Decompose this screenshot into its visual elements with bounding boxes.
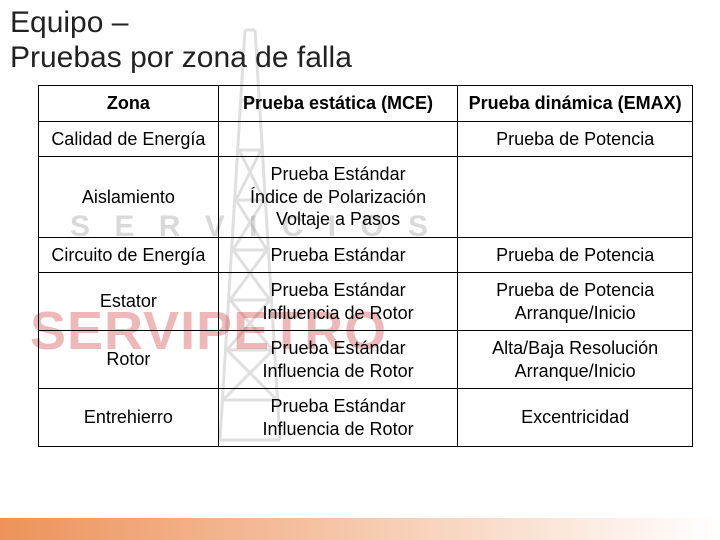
cell-mce bbox=[218, 121, 458, 157]
cell-mce: Prueba EstándarInfluencia de Rotor bbox=[218, 389, 458, 447]
cell-mce: Prueba EstándarÍndice de PolarizaciónVol… bbox=[218, 157, 458, 238]
table-row: EntrehierroPrueba EstándarInfluencia de … bbox=[39, 389, 693, 447]
cell-emax: Excentricidad bbox=[458, 389, 693, 447]
col-header-mce: Prueba estática (MCE) bbox=[218, 86, 458, 122]
cell-emax-line: Prueba de Potencia bbox=[466, 244, 684, 267]
title-line-2: Pruebas por zona de falla bbox=[10, 41, 352, 74]
col-header-zona: Zona bbox=[39, 86, 219, 122]
cell-mce-line: Prueba Estándar bbox=[227, 163, 450, 186]
cell-emax-line: Excentricidad bbox=[466, 406, 684, 429]
table-row: EstatorPrueba EstándarInfluencia de Roto… bbox=[39, 273, 693, 331]
cell-mce-line: Influencia de Rotor bbox=[227, 302, 450, 325]
table-row: Calidad de Energía Prueba de Potencia bbox=[39, 121, 693, 157]
cell-mce: Prueba EstándarInfluencia de Rotor bbox=[218, 331, 458, 389]
cell-mce-line: Prueba Estándar bbox=[227, 279, 450, 302]
cell-zona: Aislamiento bbox=[39, 157, 219, 238]
table-body: Calidad de Energía Prueba de Potencia Aisl… bbox=[39, 121, 693, 447]
cell-mce-line: Prueba Estándar bbox=[227, 244, 450, 267]
table-row: AislamientoPrueba EstándarÍndice de Pola… bbox=[39, 157, 693, 238]
cell-zona: Circuito de Energía bbox=[39, 237, 219, 273]
cell-mce-line: Influencia de Rotor bbox=[227, 418, 450, 441]
table-header-row: Zona Prueba estática (MCE) Prueba dinámi… bbox=[39, 86, 693, 122]
cell-emax bbox=[458, 157, 693, 238]
cell-mce: Prueba EstándarInfluencia de Rotor bbox=[218, 273, 458, 331]
cell-emax-line: Alta/Baja Resolución bbox=[466, 337, 684, 360]
slide-content: Equipo – Pruebas por zona de falla Zona … bbox=[0, 0, 720, 457]
footer-stripe bbox=[0, 518, 720, 540]
table-row: Circuito de Energía Prueba Estándar Prueba… bbox=[39, 237, 693, 273]
cell-zona: Rotor bbox=[39, 331, 219, 389]
cell-mce-line: Voltaje a Pasos bbox=[227, 208, 450, 231]
title-line-1: Equipo – bbox=[10, 6, 128, 39]
cell-zona: Estator bbox=[39, 273, 219, 331]
col-header-emax: Prueba dinámica (EMAX) bbox=[458, 86, 693, 122]
cell-mce-line: Prueba Estándar bbox=[227, 337, 450, 360]
cell-emax-line: Prueba de Potencia bbox=[466, 128, 684, 151]
cell-emax: Prueba de PotenciaArranque/Inicio bbox=[458, 273, 693, 331]
cell-emax: Prueba de Potencia bbox=[458, 237, 693, 273]
cell-mce: Prueba Estándar bbox=[218, 237, 458, 273]
table-row: RotorPrueba EstándarInfluencia de RotorA… bbox=[39, 331, 693, 389]
cell-emax-line: Arranque/Inicio bbox=[466, 360, 684, 383]
cell-emax-line: Arranque/Inicio bbox=[466, 302, 684, 325]
cell-emax: Prueba de Potencia bbox=[458, 121, 693, 157]
cell-emax-line: Prueba de Potencia bbox=[466, 279, 684, 302]
cell-emax: Alta/Baja ResoluciónArranque/Inicio bbox=[458, 331, 693, 389]
cell-mce-line: Prueba Estándar bbox=[227, 395, 450, 418]
cell-mce-line: Índice de Polarización bbox=[227, 186, 450, 209]
cell-zona: Entrehierro bbox=[39, 389, 219, 447]
cell-zona: Calidad de Energía bbox=[39, 121, 219, 157]
cell-mce-line: Influencia de Rotor bbox=[227, 360, 450, 383]
page-title: Equipo – Pruebas por zona de falla bbox=[10, 6, 710, 75]
zone-tests-table: Zona Prueba estática (MCE) Prueba dinámi… bbox=[38, 85, 693, 447]
